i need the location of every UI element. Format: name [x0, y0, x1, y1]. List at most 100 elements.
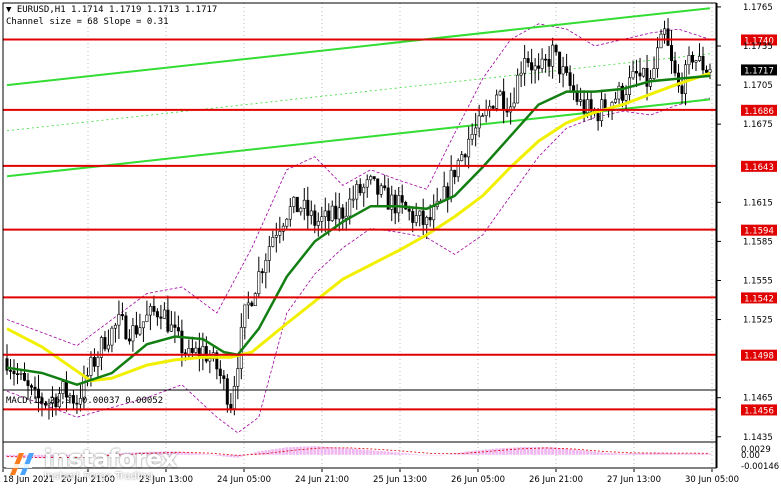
macd-histogram-bar — [540, 447, 544, 455]
macd-histogram-bar — [498, 448, 502, 455]
level-label-box — [741, 292, 777, 304]
bear-candle — [502, 91, 506, 111]
price-tick-label: 1.1765 — [743, 3, 773, 13]
macd-histogram-bar — [365, 449, 369, 455]
bull-candle — [425, 217, 429, 226]
macd-histogram-bar — [323, 446, 327, 455]
macd-histogram-bar — [509, 447, 512, 455]
bull-candle — [655, 47, 659, 69]
bull-candle — [19, 372, 23, 375]
bull-candle — [495, 94, 499, 109]
bollinger-bands — [6, 23, 711, 434]
macd-histogram-bar — [124, 452, 128, 455]
macd-histogram-bar — [379, 451, 383, 455]
macd-histogram-bar — [5, 454, 9, 458]
time-label: 27 Jun 13:00 — [607, 475, 661, 485]
macd-histogram-bar — [215, 454, 219, 456]
macd-histogram-bar — [232, 454, 236, 458]
macd-histogram-bar — [351, 448, 355, 455]
bear-candle — [313, 210, 317, 226]
macd-histogram-bar — [460, 452, 464, 455]
bull-candle — [344, 215, 348, 219]
bear-candle — [673, 60, 677, 74]
macd-histogram-bar — [260, 450, 264, 455]
macd-histogram-bar — [589, 451, 593, 455]
bull-candle — [432, 206, 436, 221]
macd-histogram-bar — [12, 454, 16, 458]
macd-histogram-bar — [358, 449, 362, 455]
macd-histogram-bar — [575, 449, 579, 455]
macd-histogram-bar — [257, 451, 261, 455]
macd-histogram-bar — [152, 451, 156, 455]
level-label: 1.1456 — [744, 406, 774, 416]
macd-histogram-bar — [173, 451, 177, 455]
bull-candle — [236, 368, 240, 387]
instaforex-logo: instaforex Instant Forex Trading — [4, 444, 182, 484]
bull-candle — [365, 179, 369, 188]
bull-candle — [187, 347, 191, 355]
macd-histogram-bar — [407, 453, 411, 455]
macd-histogram-bar — [16, 454, 19, 458]
bull-candle — [551, 44, 555, 67]
macd-histogram-bar — [649, 452, 652, 455]
macd-histogram-bar — [313, 446, 317, 455]
bear-candle — [54, 397, 58, 408]
symbol-line: EURUSD,H1 1.1714 1.1719 1.1713 1.1717 — [16, 5, 218, 15]
bull-candle — [540, 58, 544, 69]
time-axis: 18 Jun 2021 20 Jun 21:00 23 Jun 13:00 24 Ju… — [2, 469, 739, 485]
grid — [87, 3, 713, 468]
macd-histogram-bar — [218, 454, 222, 456]
channel-upper-line — [6, 7, 711, 87]
macd-histogram-bar — [698, 453, 701, 455]
bull-candle — [50, 397, 54, 404]
bear-candle — [103, 337, 107, 350]
level-label: 1.1542 — [744, 294, 774, 304]
macd-histogram-bar — [638, 453, 642, 455]
price-tick-label: 1.1435 — [743, 433, 773, 443]
bear-candle — [376, 178, 380, 195]
bear-candle — [176, 327, 180, 332]
macd-histogram-bar — [208, 454, 212, 456]
bear-candle — [537, 65, 541, 69]
macd-histogram-bar — [463, 451, 467, 455]
macd-histogram-bar — [610, 453, 614, 455]
bull-candle — [285, 218, 289, 227]
macd-histogram-bar — [645, 452, 649, 455]
macd-histogram-bar — [432, 454, 436, 456]
bear-candle — [701, 55, 705, 71]
macd-histogram-bar — [65, 454, 68, 457]
bear-candle — [334, 205, 338, 220]
bear-candle — [669, 45, 673, 62]
bull-candle — [57, 393, 61, 408]
bear-candle — [180, 330, 184, 354]
macd-histogram-bar — [156, 451, 159, 455]
time-label: 24 Jun 05:00 — [217, 475, 271, 485]
time-label: 26 Jun 21:00 — [529, 475, 583, 485]
bull-candle — [460, 154, 464, 161]
bear-candle — [358, 184, 362, 194]
bull-candle — [617, 85, 621, 100]
bull-candle — [110, 327, 114, 346]
bear-candle — [225, 378, 229, 405]
level-label-box — [741, 404, 777, 416]
bull-candle — [348, 198, 352, 217]
macd-histogram-bar — [299, 446, 303, 455]
macd-histogram-bar — [23, 454, 26, 458]
price-tick-label: 1.1735 — [743, 42, 773, 52]
macd-histogram-bar — [446, 454, 450, 455]
bull-candle — [561, 66, 565, 75]
macd-histogram-bar — [82, 454, 86, 456]
macd-histogram-bar — [292, 447, 296, 455]
bull-candle — [47, 402, 51, 406]
bull-candle — [456, 160, 460, 178]
macd-info: MACD(12,26,9) 0.00037 0.00052 — [6, 396, 164, 406]
bull-candle — [659, 33, 663, 49]
dropdown-arrow-icon[interactable]: ▼ — [6, 5, 12, 15]
macd-histogram-bar — [302, 446, 306, 455]
bear-candle — [33, 386, 37, 390]
macd-histogram-bar — [635, 453, 638, 455]
macd-histogram-bar — [40, 454, 44, 459]
bear-candle — [215, 352, 219, 370]
bull-candle — [138, 327, 142, 335]
macd-histogram-bar — [229, 454, 233, 458]
